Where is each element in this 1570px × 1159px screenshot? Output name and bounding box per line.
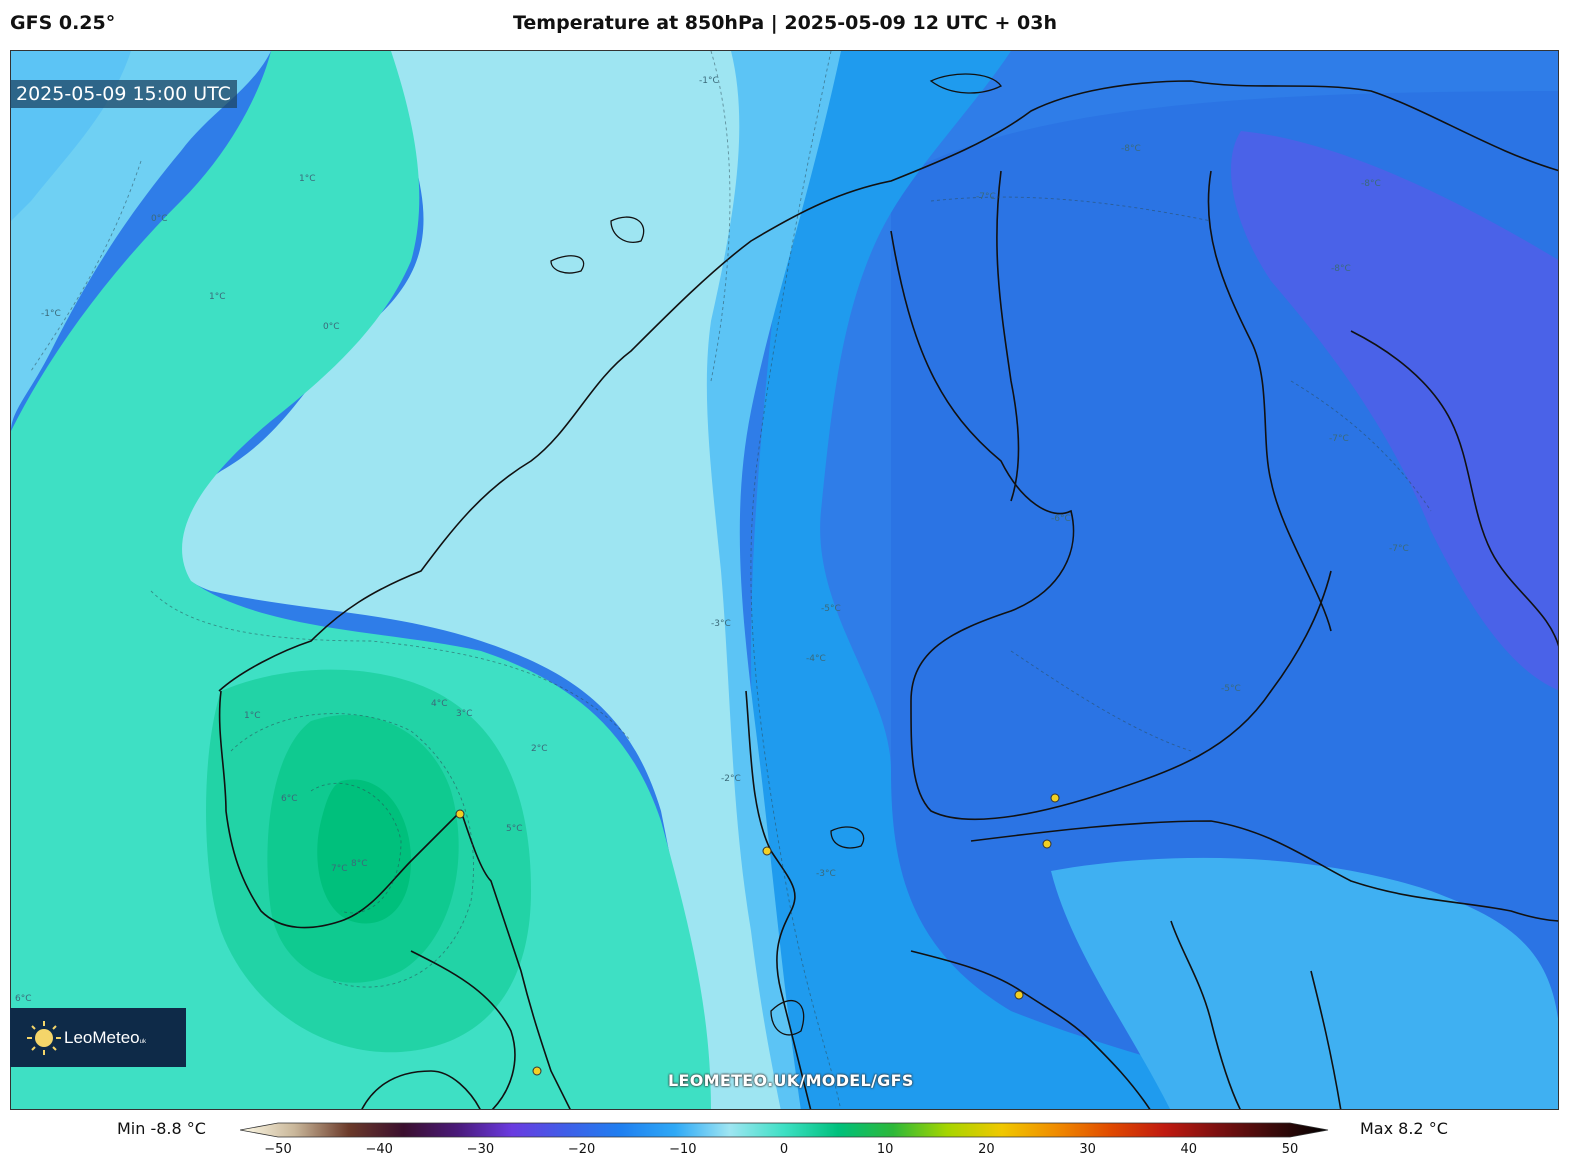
colorbar-tick-label: 20: [978, 1142, 995, 1157]
field-blue-south: [1051, 857, 1558, 1109]
contour-label: -6°C: [1051, 514, 1071, 524]
contour-label: -1°C: [41, 309, 61, 319]
city-dot: [1042, 839, 1052, 849]
contour-label: 1°C: [244, 711, 261, 721]
contour-label: -7°C: [1389, 544, 1409, 554]
contour-label: 3°C: [456, 709, 473, 719]
field-violet: [1231, 131, 1558, 691]
contour-labels: -1°C 1°C 0°C -1°C 1°C 0°C -7°C -8°C -8°C -6°C -5°C…: [15, 76, 1409, 1004]
contour-label: 8°C: [351, 859, 368, 869]
contour-label: 6°C: [15, 994, 32, 1004]
city-dot: [1014, 990, 1024, 1000]
city-dot: [455, 809, 465, 819]
colorbar-tick-label: 10: [876, 1142, 894, 1157]
contour-label: -7°C: [976, 192, 996, 202]
contour-label: -8°C: [1361, 179, 1381, 189]
contour-label: -1°C: [699, 76, 719, 86]
city-dot: [762, 846, 772, 856]
contour-label: -3°C: [711, 619, 731, 629]
field-blue: [751, 51, 1306, 1109]
valid-time-badge: 2025-05-09 15:00 UTC: [10, 80, 237, 108]
field-light-cyan: [170, 51, 781, 1109]
contour-label: 0°C: [151, 214, 168, 224]
contour-label: 2°C: [531, 744, 548, 754]
model-name: GFS 0.25°: [10, 12, 116, 34]
logo-name: LeoMeteo: [64, 1028, 140, 1047]
contour-label: -8°C: [1121, 144, 1141, 154]
contours: [30, 51, 1432, 1109]
min-temp-label: Min -8.8 °C: [117, 1119, 206, 1138]
temperature-map[interactable]: -1°C 1°C 0°C -1°C 1°C 0°C -7°C -8°C -8°C -6°C -5°C…: [10, 50, 1559, 1110]
chart-title: Temperature at 850hPa | 2025-05-09 12 UT…: [512, 12, 1058, 34]
contour-label: -2°C: [721, 774, 741, 784]
contour-label: -8°C: [1331, 264, 1351, 274]
contour-label: 6°C: [281, 794, 298, 804]
colorbar-tick-label: −10: [669, 1142, 697, 1157]
contour-label: 1°C: [299, 174, 316, 184]
colorbar-tick-label: −20: [567, 1142, 596, 1157]
colorbar: [240, 1122, 1329, 1138]
logo-suffix: uk: [139, 1039, 146, 1045]
contour-label: -3°C: [816, 869, 836, 879]
colorbar-tick-label: 40: [1180, 1142, 1198, 1157]
contour-label: 1°C: [209, 292, 226, 302]
map-canvas: -1°C 1°C 0°C -1°C 1°C 0°C -7°C -8°C -8°C -6°C -5°C…: [11, 51, 1558, 1109]
leometeo-logo[interactable]: LeoMeteouk: [10, 1008, 186, 1067]
contour-label: -5°C: [1221, 684, 1241, 694]
colorbar-tick-label: 50: [1281, 1142, 1299, 1157]
watermark-url[interactable]: LEOMETEO.UK/MODEL/GFS: [668, 1071, 914, 1090]
colorbar-tick-label: 0: [779, 1142, 789, 1157]
colorbar-tick-label: −30: [466, 1142, 495, 1157]
colorbar-tick-label: 30: [1079, 1142, 1096, 1157]
contour-label: 7°C: [331, 864, 348, 874]
contour-label: -4°C: [806, 654, 826, 664]
logo-text: LeoMeteouk: [64, 1028, 146, 1048]
colorbar-tick-label: −50: [264, 1142, 292, 1157]
contour-label: 5°C: [506, 824, 523, 834]
city-dot: [532, 1066, 542, 1076]
contour-label: 4°C: [431, 699, 448, 709]
city-dot: [1050, 793, 1060, 803]
contour-label: -7°C: [1329, 434, 1349, 444]
field-teal: [11, 51, 711, 1109]
sun-icon: [27, 1021, 61, 1055]
colorbar-tick-label: −40: [365, 1142, 393, 1157]
contour-label: 0°C: [323, 322, 340, 332]
max-temp-label: Max 8.2 °C: [1360, 1119, 1448, 1138]
contour-label: -5°C: [821, 604, 841, 614]
city-markers: [455, 793, 1060, 1076]
